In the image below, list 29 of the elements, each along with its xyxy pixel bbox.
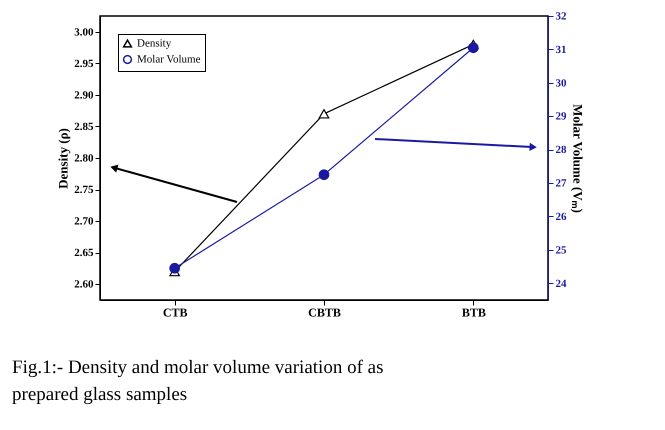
x-tick-label: CTB: [162, 306, 188, 320]
y2-tick-label: 26: [556, 210, 567, 223]
caption: Fig.1:- Density and molar volume variation of as prepared glass samples: [12, 357, 384, 405]
y-tick-label: 3.00: [74, 26, 94, 38]
y2-tick-label: 25: [556, 244, 567, 256]
y2-axis-title: Molar Volume (Vₘ): [570, 104, 586, 213]
y-tick-label: 2.80: [74, 152, 94, 164]
y-tick-label: 2.75: [74, 184, 94, 196]
y2-tick-label: 31: [556, 44, 566, 56]
point: [169, 262, 180, 274]
legend-label: Molar Volume: [137, 54, 201, 66]
y-tick-label: 2.90: [74, 89, 94, 102]
legend-label: Density: [137, 38, 172, 50]
y-tick-label: 2.95: [74, 58, 94, 70]
y2-tick-label: 28: [556, 144, 567, 156]
x-tick-label: CBTB: [308, 306, 341, 320]
y2-tick-label: 29: [556, 110, 567, 123]
y-tick-label: 2.60: [74, 278, 94, 291]
y2-tick-label: 27: [556, 178, 567, 190]
y-tick-label: 2.65: [74, 247, 94, 260]
point: [468, 42, 479, 54]
y-tick-label: 2.85: [74, 120, 94, 133]
y2-tick-label: 24: [556, 278, 567, 290]
x-tick-label: BTB: [462, 306, 486, 320]
y2-tick-label: 30: [556, 77, 567, 90]
y-tick-label: 2.70: [74, 216, 94, 228]
point: [318, 169, 330, 180]
y2-tick-label: 32: [556, 10, 567, 22]
y-axis-title: Density (ρ): [55, 128, 70, 189]
